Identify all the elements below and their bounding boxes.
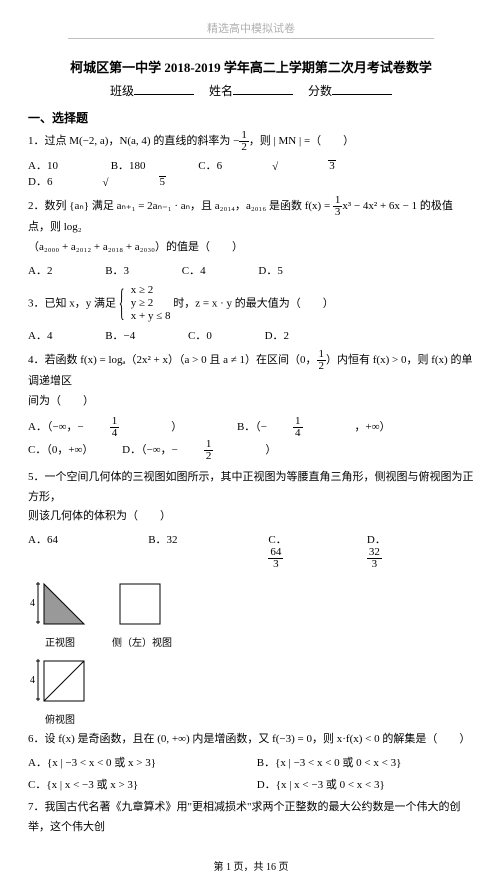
q6-choice-c: C．{x | x < −3 或 x > 3} (28, 776, 228, 792)
fig-top-label4: 4 (30, 675, 35, 686)
q4-choices: A．（−∞，−14） B．（−14，+∞） C．（0，+∞） D．（−∞，−12… (28, 416, 474, 462)
q5-choice-a: A．64 (28, 531, 122, 570)
q3-brace: x ≥ 2 y ≥ 2 x + y ≤ 8 (119, 284, 171, 324)
fig-front-label4: 4 (30, 598, 35, 609)
q6-choices-row1: A．{x | −3 < x < 0 或 x > 3} B．{x | −3 < x… (28, 754, 474, 770)
fig-top-label: 俯视图 (28, 711, 92, 726)
q5-choices: A．64 B．32 C．643 D．323 (28, 531, 474, 570)
title-main: 柯城区第一中学 2018-2019 学年高二上学期第二次月考试卷数学 (28, 57, 474, 76)
q1-frac-den: 2 (239, 142, 249, 153)
fig-side: 侧（左）视图 (112, 576, 172, 649)
fig-front: 4 正视图 (28, 576, 92, 649)
q2-choice-b: B．3 (105, 262, 129, 278)
q6-choices-row2: C．{x | x < −3 或 x > 3} D．{x | x < −3 或 0… (28, 776, 474, 792)
q1-choices: A．10 B．180 C．6√3 D．6√5 (28, 157, 474, 189)
header-light: 精选高中模拟试卷 (28, 20, 474, 36)
q6-line1: 6．设 f(x) 是奇函数，且在 (0, +∞) 内是增函数，又 f(−3) =… (28, 730, 474, 750)
q5-choice-b: B．32 (148, 531, 242, 570)
label-score: 分数 (308, 84, 332, 98)
q3-choice-a: A．4 (28, 327, 52, 343)
figure-row-2: 4 俯视图 (28, 653, 474, 726)
q5-line1: 5．一个空间几何体的三视图如图所示，其中正视图为等腰直角三角形，侧视图与俯视图为… (28, 468, 474, 508)
q6-choice-a: A．{x | −3 < x < 0 或 x > 3} (28, 754, 228, 770)
q2-choice-c: C．4 (182, 262, 206, 278)
q6-choice-b: B．{x | −3 < x < 0 或 0 < x < 3} (257, 754, 402, 770)
q4-frac1: 12 (317, 349, 327, 372)
q3-text-a: 3．已知 x，y 满足 (28, 297, 119, 309)
q2-choice-d: D．5 (258, 262, 282, 278)
q1-frac: 12 (239, 130, 249, 153)
q4-line2: 间为（ ） (28, 392, 474, 412)
q4-choice-a: A．（−∞，−14） (28, 416, 208, 439)
q4-choice-b: B．（−14，+∞） (237, 416, 417, 439)
q1-choice-d: D．6√5 (28, 173, 216, 189)
blank-score (332, 82, 392, 95)
q6-choice-d: D．{x | x < −3 或 0 < x < 3} (257, 776, 385, 792)
label-class: 班级 (110, 84, 134, 98)
blank-name (233, 82, 293, 95)
question-6: 6．设 f(x) 是奇函数，且在 (0, +∞) 内是增函数，又 f(−3) =… (28, 730, 474, 750)
fig-front-label: 正视图 (28, 634, 92, 649)
q2-choice-a: A．2 (28, 262, 52, 278)
q1-text-b: ，则 | MN | =（ ） (249, 135, 354, 147)
fig-side-svg (112, 576, 168, 632)
figure-row-1: 4 正视图 侧（左）视图 (28, 576, 474, 649)
q4-choice-d: D．（−∞，−12） (122, 439, 302, 462)
fig-front-svg: 4 (28, 576, 92, 632)
q7-line1: 7．我国古代名著《九章算术》用"更相减损术"求两个正整数的最大公约数是一个伟大的… (28, 798, 474, 838)
q5-choice-d: D．323 (367, 531, 448, 570)
q1-text-a: 1．过点 M(−2, a)，N(a, 4) 的直线的斜率为 − (28, 135, 239, 147)
q1-choice-a: A．10 (28, 157, 58, 173)
q2-choices: A．2 B．3 C．4 D．5 (28, 262, 474, 278)
q3-choice-c: C．0 (188, 327, 212, 343)
blank-class (134, 82, 194, 95)
q2-line2: （a₂₀₀₀ + a₂₀₁₂ + a₂₀₁₈ + a₂₀₃₀）的值是（ ） (28, 238, 474, 258)
page-footer: 第 1 页，共 16 页 (28, 858, 474, 873)
q5-line2: 则该几何体的体积为（ ） (28, 507, 474, 527)
q3-text-b: 时，z = x · y 的最大值为（ ） (171, 297, 334, 309)
question-3: 3．已知 x，y 满足 x ≥ 2 y ≥ 2 x + y ≤ 8 时，z = … (28, 284, 474, 324)
fig-top-svg: 4 (28, 653, 92, 709)
label-name: 姓名 (209, 84, 233, 98)
q4-choice-c: C．（0，+∞） (28, 441, 93, 457)
q3-choices: A．4 B．−4 C．0 D．2 (28, 327, 474, 343)
question-4: 4．若函数 f(x) = logₐ（2x² + x）（a > 0 且 a ≠ 1… (28, 349, 474, 412)
fig-side-label: 侧（左）视图 (112, 634, 172, 649)
fig-top: 4 俯视图 (28, 653, 92, 726)
section-head-1: 一、选择题 (28, 109, 474, 126)
header-divider (68, 38, 434, 39)
q2-frac1: 13 (333, 195, 343, 218)
q5-choice-c: C．643 (268, 531, 340, 570)
q3-choice-b: B．−4 (105, 327, 135, 343)
q1-choice-c: C．6√3 (198, 157, 385, 173)
question-2: 2．数列 {aₙ} 满足 aₙ₊₁ = 2aₙ₋₁ · aₙ，且 a₂₀₁₄，a… (28, 195, 474, 258)
question-7: 7．我国古代名著《九章算术》用"更相减损术"求两个正整数的最大公约数是一个伟大的… (28, 798, 474, 838)
q1-choice-b: B．180 (111, 157, 146, 173)
q3-choice-d: D．2 (265, 327, 289, 343)
q4-line1a: 4．若函数 f(x) = logₐ（2x² + x）（a > 0 且 a ≠ 1… (28, 354, 317, 366)
question-1: 1．过点 M(−2, a)，N(a, 4) 的直线的斜率为 −12，则 | MN… (28, 130, 474, 153)
question-5: 5．一个空间几何体的三视图如图所示，其中正视图为等腰直角三角形，侧视图与俯视图为… (28, 468, 474, 527)
q2-line1a: 2．数列 {aₙ} 满足 aₙ₊₁ = 2aₙ₋₁ · aₙ，且 a₂₀₁₄，a… (28, 200, 333, 212)
fill-row: 班级 姓名 分数 (28, 82, 474, 99)
